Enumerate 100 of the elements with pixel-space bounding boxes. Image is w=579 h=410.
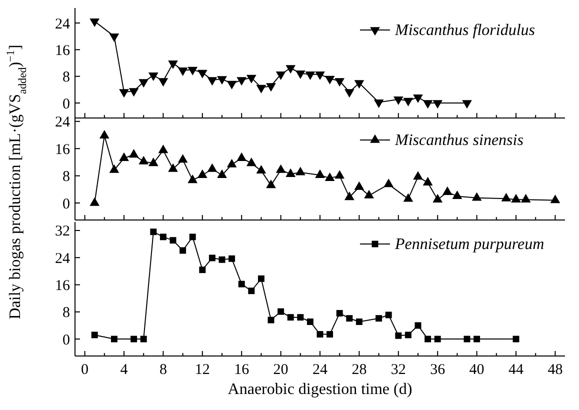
- legend-label: Miscanthus sinensis: [394, 132, 524, 149]
- point: [150, 228, 157, 236]
- point: [512, 336, 520, 342]
- y-tick-label: 24: [55, 250, 70, 267]
- point: [199, 266, 206, 274]
- y-tick-label: 24: [55, 114, 70, 131]
- point: [189, 234, 196, 240]
- point: [324, 172, 335, 182]
- x-tick-label: 12: [194, 362, 210, 378]
- point: [258, 275, 264, 282]
- point: [316, 331, 324, 338]
- legend-label: Pennisetum purpureum: [394, 236, 544, 253]
- point: [422, 176, 433, 186]
- point: [384, 178, 394, 188]
- y-tick-label: 16: [55, 142, 70, 158]
- point: [434, 336, 441, 342]
- y-tick-label: 0: [62, 96, 70, 112]
- point: [128, 88, 139, 97]
- point: [376, 315, 382, 322]
- point: [501, 192, 512, 202]
- point: [158, 78, 168, 87]
- y-tick-label: 24: [55, 16, 70, 32]
- y-tick-label: 16: [55, 42, 70, 59]
- point: [168, 60, 178, 70]
- x-tick-label: 20: [273, 362, 288, 378]
- point: [148, 72, 158, 82]
- point: [297, 314, 304, 321]
- point: [414, 322, 422, 329]
- y-tick-label: 8: [62, 169, 70, 186]
- point: [403, 98, 414, 106]
- point: [266, 180, 276, 188]
- x-axis-title: Anaerobic digestion time (d): [228, 381, 412, 398]
- point: [109, 33, 120, 42]
- y-tick-label: 0: [62, 196, 70, 212]
- point: [286, 168, 296, 177]
- point: [238, 280, 245, 288]
- x-tick-label: 36: [430, 362, 446, 378]
- point: [248, 288, 255, 294]
- point: [207, 163, 218, 172]
- point: [474, 336, 480, 342]
- point: [462, 100, 472, 109]
- point: [404, 332, 412, 338]
- point: [344, 89, 354, 98]
- point: [442, 186, 452, 195]
- point: [364, 190, 374, 198]
- point: [178, 154, 188, 163]
- point: [138, 156, 149, 164]
- point: [334, 78, 345, 87]
- point: [217, 169, 227, 178]
- point: [393, 96, 404, 106]
- point: [168, 163, 178, 172]
- point: [246, 74, 256, 84]
- point: [208, 254, 216, 262]
- point: [236, 77, 247, 86]
- x-tick-label: 16: [234, 362, 250, 378]
- point: [324, 76, 335, 84]
- point: [413, 171, 423, 180]
- point: [90, 197, 100, 206]
- y-tick-label: 32: [55, 224, 70, 240]
- point: [188, 66, 198, 76]
- point: [110, 336, 118, 342]
- point: [287, 314, 294, 321]
- point: [356, 318, 362, 325]
- point: [550, 194, 560, 204]
- point: [226, 80, 237, 90]
- point: [90, 18, 100, 28]
- point: [432, 194, 443, 202]
- point: [464, 336, 470, 342]
- x-tick-label: 24: [312, 362, 328, 378]
- point: [336, 310, 343, 316]
- point: [452, 190, 462, 200]
- y-tick-label: 16: [55, 278, 70, 294]
- point: [148, 158, 158, 166]
- point: [217, 76, 227, 85]
- x-tick-label: 8: [159, 362, 167, 378]
- point: [246, 158, 256, 166]
- legend-label: Miscanthus floridulus: [394, 22, 536, 39]
- x-tick-label: 28: [352, 362, 367, 378]
- point: [395, 332, 402, 339]
- point: [424, 336, 432, 342]
- point: [305, 71, 316, 80]
- point: [326, 331, 334, 338]
- point: [170, 237, 176, 244]
- point: [354, 181, 364, 190]
- point: [295, 166, 306, 176]
- point: [344, 192, 354, 200]
- x-tick-label: 44: [508, 362, 524, 378]
- point: [346, 315, 353, 322]
- point: [334, 170, 345, 179]
- x-tick-label: 32: [390, 362, 406, 378]
- point: [119, 89, 129, 98]
- x-tick-label: 4: [120, 362, 128, 378]
- point: [276, 71, 286, 80]
- point: [278, 308, 284, 315]
- point: [432, 100, 443, 109]
- x-tick-label: 40: [469, 362, 484, 378]
- point: [276, 164, 286, 173]
- point: [268, 316, 274, 324]
- y-tick-label: 8: [62, 305, 70, 322]
- point: [138, 79, 149, 88]
